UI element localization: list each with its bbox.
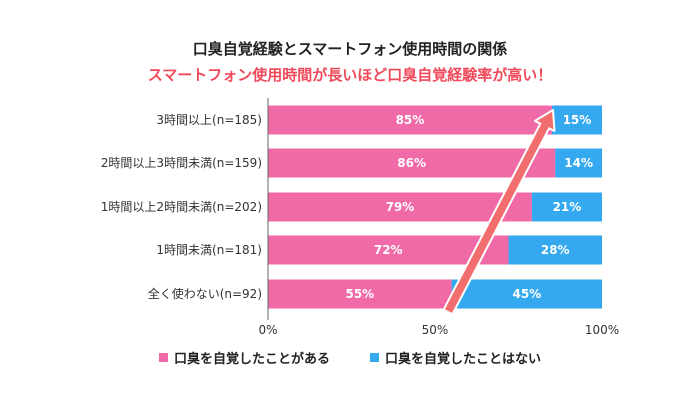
x-tick-label: 100% bbox=[585, 323, 619, 337]
data-label-yes: 86% bbox=[397, 156, 426, 170]
legend-item-no: 口臭を自覚したことはない bbox=[370, 348, 541, 367]
data-label-yes: 72% bbox=[374, 243, 403, 257]
trend-arrow bbox=[442, 109, 556, 316]
legend-swatch-yes bbox=[158, 353, 168, 362]
data-label-yes: 85% bbox=[396, 113, 425, 127]
data-label-no: 14% bbox=[564, 156, 593, 170]
bar-segment-no bbox=[555, 148, 602, 178]
chart-title: 口臭自覚経験とスマートフォン使用時間の関係 bbox=[192, 40, 508, 58]
legend-label-no: 口臭を自覚したことはない bbox=[385, 352, 542, 367]
data-label-no: 28% bbox=[541, 243, 570, 257]
category-label: 1時間以上2時間未満(n=202) bbox=[101, 200, 262, 214]
bar-segment-yes bbox=[268, 192, 532, 222]
x-tick-label: 0% bbox=[258, 323, 277, 337]
data-label-yes: 79% bbox=[386, 200, 415, 214]
data-label-no: 45% bbox=[512, 287, 541, 301]
bar-segment-yes bbox=[268, 105, 552, 135]
legend: 口臭を自覚したことがある 口臭を自覚したことはない bbox=[0, 348, 700, 367]
bar-segment-yes bbox=[268, 235, 509, 265]
category-label: 全く使わない(n=92) bbox=[148, 286, 262, 301]
data-label-no: 15% bbox=[563, 113, 592, 127]
bar-segment-yes bbox=[268, 279, 452, 309]
legend-label-yes: 口臭を自覚したことがある bbox=[173, 352, 330, 367]
legend-swatch-no bbox=[370, 353, 379, 362]
chart-subtitle: スマートフォン使用時間が長いほど口臭自覚経験率が高い！ bbox=[147, 66, 553, 84]
bar-segment-no bbox=[451, 279, 602, 309]
x-tick-label: 50% bbox=[422, 323, 449, 337]
bar-segment-no bbox=[508, 235, 602, 265]
bar-segment-no bbox=[531, 192, 602, 222]
bar-segment-yes bbox=[268, 148, 556, 178]
legend-item-yes: 口臭を自覚したことがある bbox=[158, 348, 330, 367]
data-label-yes: 55% bbox=[345, 287, 374, 301]
bar-segment-no bbox=[551, 105, 602, 135]
category-label: 2時間以上3時間未満(n=159) bbox=[101, 156, 262, 170]
category-label: 1時間未満(n=181) bbox=[156, 243, 262, 257]
category-label: 3時間以上(n=185) bbox=[156, 113, 262, 127]
data-label-no: 21% bbox=[553, 200, 582, 214]
